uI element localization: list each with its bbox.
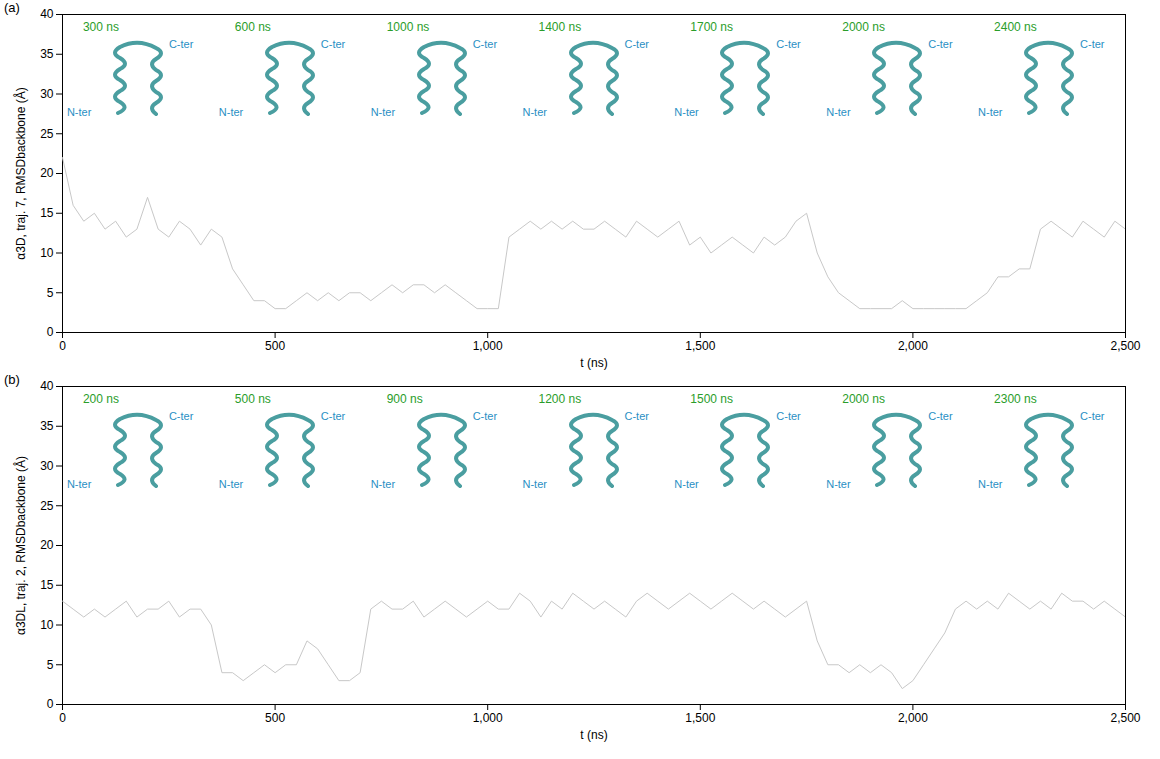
html-text:N-ter: N-ter <box>370 478 396 490</box>
svg-text:0: 0 <box>59 339 66 353</box>
svg-text:30: 30 <box>40 87 54 101</box>
html-text:C-ter: C-ter <box>472 410 498 422</box>
html-text:N-ter: N-ter <box>522 478 547 490</box>
html-text:N-ter: N-ter <box>674 106 699 118</box>
svg-text:t (ns): t (ns) <box>580 728 607 742</box>
svg-text:40: 40 <box>40 379 54 393</box>
html-text:C-ter: C-ter <box>624 410 649 422</box>
html-text:C-ter: C-ter <box>320 38 346 50</box>
html-text:2000 ns: 2000 ns <box>842 20 885 34</box>
svg-text:α3D, traj. 7, RMSDbackbone (Å): α3D, traj. 7, RMSDbackbone (Å) <box>13 87 28 259</box>
svg-text:5: 5 <box>47 286 54 300</box>
html-text:C-ter: C-ter <box>168 38 194 50</box>
html-text:1700 ns: 1700 ns <box>690 20 733 34</box>
html-text:N-ter: N-ter <box>218 478 244 490</box>
html-text:600 ns: 600 ns <box>234 20 271 34</box>
svg-text:35: 35 <box>40 47 54 61</box>
html-text:1200 ns: 1200 ns <box>538 392 582 406</box>
html-text:1500 ns: 1500 ns <box>690 392 733 406</box>
html-text:N-ter: N-ter <box>66 478 92 490</box>
html-text:500 ns: 500 ns <box>234 392 271 406</box>
svg-text:t (ns): t (ns) <box>580 356 607 370</box>
svg-text:2,500: 2,500 <box>1110 711 1140 725</box>
svg-text:15: 15 <box>40 578 54 592</box>
html-text:N-ter: N-ter <box>674 478 699 490</box>
svg-text:20: 20 <box>40 538 54 552</box>
svg-text:0: 0 <box>59 711 66 725</box>
html-text:C-ter: C-ter <box>928 38 953 50</box>
html-text:2400 ns: 2400 ns <box>994 20 1037 34</box>
html-text:1000 ns: 1000 ns <box>386 20 430 34</box>
svg-text:α3DL, traj. 2, RMSDbackbone (Å: α3DL, traj. 2, RMSDbackbone (Å) <box>13 456 28 635</box>
svg-text:10: 10 <box>40 618 54 632</box>
svg-text:25: 25 <box>40 127 54 141</box>
svg-text:1,500: 1,500 <box>685 711 715 725</box>
html-text:300 ns: 300 ns <box>82 20 119 34</box>
html-text:(b): (b) <box>4 372 20 387</box>
html-text:N-ter: N-ter <box>978 478 1003 490</box>
html-text:N-ter: N-ter <box>826 106 851 118</box>
html-text:C-ter: C-ter <box>168 410 194 422</box>
svg-text:1,000: 1,000 <box>473 339 503 353</box>
html-text:1400 ns: 1400 ns <box>538 20 582 34</box>
svg-text:15: 15 <box>40 206 54 220</box>
svg-text:35: 35 <box>40 419 54 433</box>
svg-text:25: 25 <box>40 499 54 513</box>
html-text:C-ter: C-ter <box>1080 410 1105 422</box>
html-text:C-ter: C-ter <box>776 410 801 422</box>
svg-text:1,500: 1,500 <box>685 339 715 353</box>
svg-text:2,500: 2,500 <box>1110 339 1140 353</box>
svg-text:0: 0 <box>47 697 54 711</box>
svg-text:2,000: 2,000 <box>898 711 928 725</box>
svg-text:2,000: 2,000 <box>898 339 928 353</box>
html-text:N-ter: N-ter <box>66 106 92 118</box>
html-text:N-ter: N-ter <box>370 106 396 118</box>
html-text:N-ter: N-ter <box>218 106 244 118</box>
html-text:C-ter: C-ter <box>624 38 649 50</box>
html-text:C-ter: C-ter <box>928 410 953 422</box>
html-text:2000 ns: 2000 ns <box>842 392 885 406</box>
html-text:(a): (a) <box>4 0 20 15</box>
html-text:C-ter: C-ter <box>320 410 346 422</box>
html-text:N-ter: N-ter <box>522 106 547 118</box>
html-text:900 ns: 900 ns <box>386 392 423 406</box>
svg-text:30: 30 <box>40 459 54 473</box>
html-text:C-ter: C-ter <box>776 38 801 50</box>
svg-text:10: 10 <box>40 246 54 260</box>
svg-text:40: 40 <box>40 7 54 21</box>
svg-text:500: 500 <box>265 339 285 353</box>
svg-text:1,000: 1,000 <box>473 711 503 725</box>
html-text:N-ter: N-ter <box>978 106 1003 118</box>
html-text:C-ter: C-ter <box>472 38 498 50</box>
svg-text:20: 20 <box>40 166 54 180</box>
html-text:C-ter: C-ter <box>1080 38 1105 50</box>
svg-text:5: 5 <box>47 658 54 672</box>
html-text:200 ns: 200 ns <box>82 392 119 406</box>
html-text:N-ter: N-ter <box>826 478 851 490</box>
html-text:2300 ns: 2300 ns <box>994 392 1037 406</box>
svg-text:500: 500 <box>265 711 285 725</box>
svg-text:0: 0 <box>47 325 54 339</box>
